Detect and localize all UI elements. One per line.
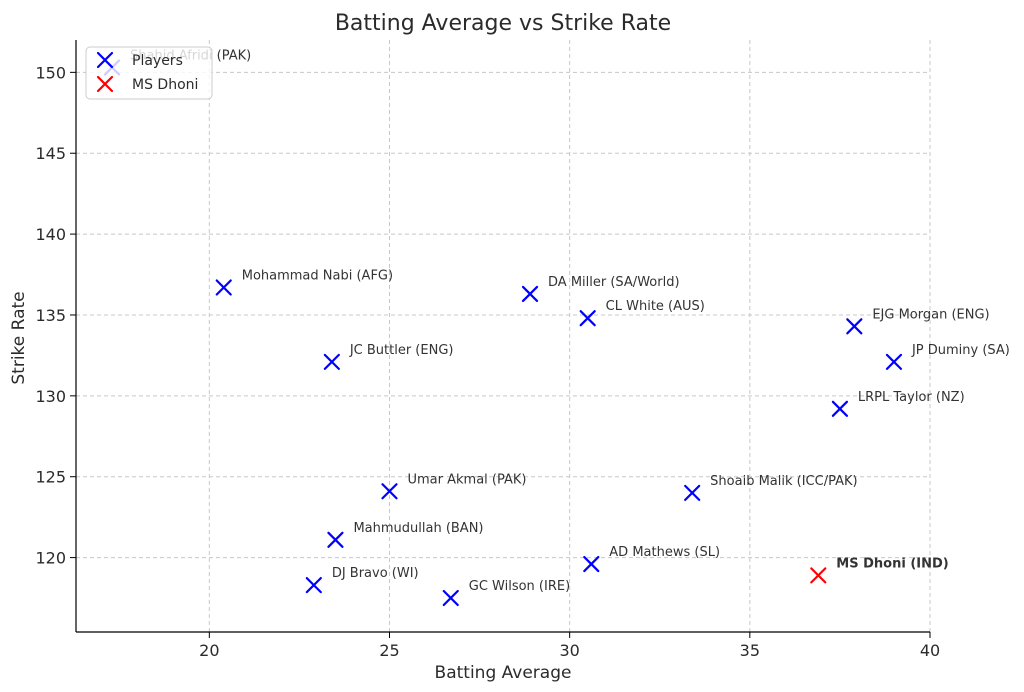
data-point-marker xyxy=(684,484,701,501)
y-tick-label: 140 xyxy=(35,225,66,244)
y-tick-label: 135 xyxy=(35,306,66,325)
data-point-marker xyxy=(583,555,600,573)
legend-marker xyxy=(96,75,114,93)
legend: Players MS Dhoni xyxy=(85,46,213,100)
data-point-marker xyxy=(323,353,340,370)
x-tick-label: 25 xyxy=(379,641,399,660)
tick-labels: 20 25 30 35 40 120 125 130 135 140 145 150 xyxy=(35,63,940,660)
x-tick-label: 20 xyxy=(199,641,219,660)
grid-lines xyxy=(76,40,931,632)
data-point-label: DA Miller (SA/World) xyxy=(548,275,680,290)
data-point-label: GC Wilson (IRE) xyxy=(469,579,570,594)
legend-label: MS Dhoni xyxy=(132,77,198,93)
y-axis-label: Strike Rate xyxy=(9,291,29,384)
y-tick-label: 125 xyxy=(35,468,66,487)
axes xyxy=(70,40,931,638)
data-point-label: DJ Bravo (WI) xyxy=(332,566,419,581)
data-point-marker xyxy=(305,576,322,594)
data-point-marker xyxy=(442,589,459,607)
x-tick-label: 40 xyxy=(920,641,940,660)
legend-label: Players xyxy=(132,53,183,69)
y-tick-label: 145 xyxy=(35,144,66,163)
data-point-label: Mohammad Nabi (AFG) xyxy=(242,268,393,283)
point-labels: Shahid Afridi (PAK)Mohammad Nabi (AFG)JC… xyxy=(130,48,1010,594)
y-tick-label: 130 xyxy=(35,387,66,406)
y-tick-label: 120 xyxy=(35,549,66,568)
data-point-label: JP Duminy (SA) xyxy=(911,343,1010,358)
data-point-marker xyxy=(327,531,344,548)
data-point-marker xyxy=(381,483,398,500)
data-point-label: Mahmudullah (BAN) xyxy=(353,521,483,536)
y-tick-label: 150 xyxy=(35,63,66,82)
data-point-marker xyxy=(215,279,232,296)
x-tick-label: 35 xyxy=(740,641,760,660)
chart-title: Batting Average vs Strike Rate xyxy=(335,11,671,36)
data-point-label: MS Dhoni (IND) xyxy=(836,556,948,571)
legend-box xyxy=(85,46,213,100)
data-point-marker xyxy=(885,353,903,370)
data-point-label: CL White (AUS) xyxy=(606,299,705,314)
data-point-marker xyxy=(810,567,827,584)
data-point-label: LRPL Taylor (NZ) xyxy=(858,390,965,405)
data-points xyxy=(103,59,903,607)
x-axis-label: Batting Average xyxy=(435,663,572,683)
data-point-marker xyxy=(831,400,849,417)
data-point-marker xyxy=(846,318,863,335)
data-point-label: Umar Akmal (PAK) xyxy=(407,472,526,487)
data-point-label: Shoaib Malik (ICC/PAK) xyxy=(710,474,857,489)
legend-marker xyxy=(96,51,114,69)
data-point-label: AD Mathews (SL) xyxy=(609,545,720,560)
data-point-marker xyxy=(521,285,539,303)
x-tick-label: 30 xyxy=(559,641,579,660)
data-point-label: EJG Morgan (ENG) xyxy=(872,307,989,322)
data-point-marker xyxy=(579,310,596,327)
data-point-label: JC Buttler (ENG) xyxy=(349,343,454,358)
